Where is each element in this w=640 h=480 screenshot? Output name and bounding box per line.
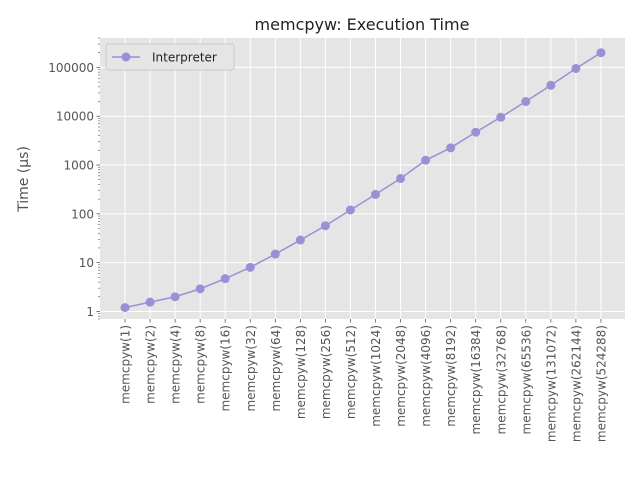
x-tick-label: memcpyw(128) bbox=[294, 325, 308, 419]
legend-label: Interpreter bbox=[152, 51, 217, 65]
data-point bbox=[220, 274, 230, 284]
data-point bbox=[471, 127, 481, 137]
data-point bbox=[596, 48, 606, 58]
x-tick-label: memcpyw(8) bbox=[194, 325, 208, 404]
x-tick-label: memcpyw(2) bbox=[144, 325, 158, 404]
x-tick-label: memcpyw(1) bbox=[119, 325, 133, 404]
chart-title: memcpyw: Execution Time bbox=[255, 15, 470, 34]
legend: Interpreter bbox=[105, 43, 235, 71]
y-tick-label: 1 bbox=[86, 305, 94, 319]
x-tick-label: memcpyw(262144) bbox=[569, 325, 583, 442]
y-axis-label: Time (µs) bbox=[16, 146, 32, 213]
data-point bbox=[345, 205, 355, 215]
x-tick-label: memcpyw(524288) bbox=[594, 325, 608, 442]
data-point bbox=[195, 284, 205, 294]
x-tick-label: memcpyw(64) bbox=[269, 325, 283, 412]
x-tick-label: memcpyw(65536) bbox=[519, 325, 533, 434]
y-axis: 1 10 100 1000 10000 100000 bbox=[48, 37, 100, 320]
data-point bbox=[320, 221, 330, 231]
data-point bbox=[371, 189, 380, 199]
x-axis: memcpyw(1) memcpyw(2) memcpyw(4) memcpyw(8)… bbox=[119, 319, 608, 442]
x-tick-label: memcpyw(8192) bbox=[444, 325, 458, 427]
data-point bbox=[496, 112, 506, 122]
plot-area bbox=[100, 38, 625, 319]
data-point bbox=[170, 292, 180, 302]
data-point bbox=[120, 303, 130, 313]
data-point bbox=[270, 249, 280, 259]
legend-marker bbox=[121, 52, 131, 62]
x-tick-label: memcpyw(4) bbox=[169, 325, 183, 404]
y-tick-label: 10000 bbox=[56, 110, 94, 124]
legend-box bbox=[105, 43, 235, 71]
x-tick-label: memcpyw(131072) bbox=[544, 325, 558, 442]
series-line bbox=[124, 52, 602, 309]
x-tick-label: memcpyw(32) bbox=[244, 325, 258, 412]
data-point bbox=[421, 155, 431, 165]
y-tick-label: 1000 bbox=[63, 159, 94, 173]
x-tick-label: memcpyw(256) bbox=[319, 325, 333, 419]
y-tick-label: 100 bbox=[71, 207, 94, 221]
data-point bbox=[245, 262, 255, 272]
x-tick-label: memcpyw(512) bbox=[344, 325, 358, 419]
x-tick-label: memcpyw(1024) bbox=[369, 325, 383, 427]
data-point bbox=[546, 80, 556, 90]
data-point bbox=[145, 297, 155, 307]
x-tick-label: memcpyw(32768) bbox=[494, 325, 508, 434]
data-point bbox=[521, 97, 531, 107]
data-point bbox=[446, 143, 456, 153]
y-tick-label: 10 bbox=[79, 256, 94, 270]
series-group bbox=[120, 48, 606, 313]
y-tick-label: 100000 bbox=[48, 61, 94, 75]
x-tick-label: memcpyw(16384) bbox=[469, 325, 483, 434]
x-tick-label: memcpyw(2048) bbox=[394, 325, 408, 427]
data-point bbox=[295, 235, 305, 245]
data-point bbox=[396, 173, 406, 183]
data-point bbox=[571, 63, 581, 73]
x-tick-label: memcpyw(16) bbox=[219, 325, 233, 412]
x-tick-label: memcpyw(4096) bbox=[419, 325, 433, 427]
